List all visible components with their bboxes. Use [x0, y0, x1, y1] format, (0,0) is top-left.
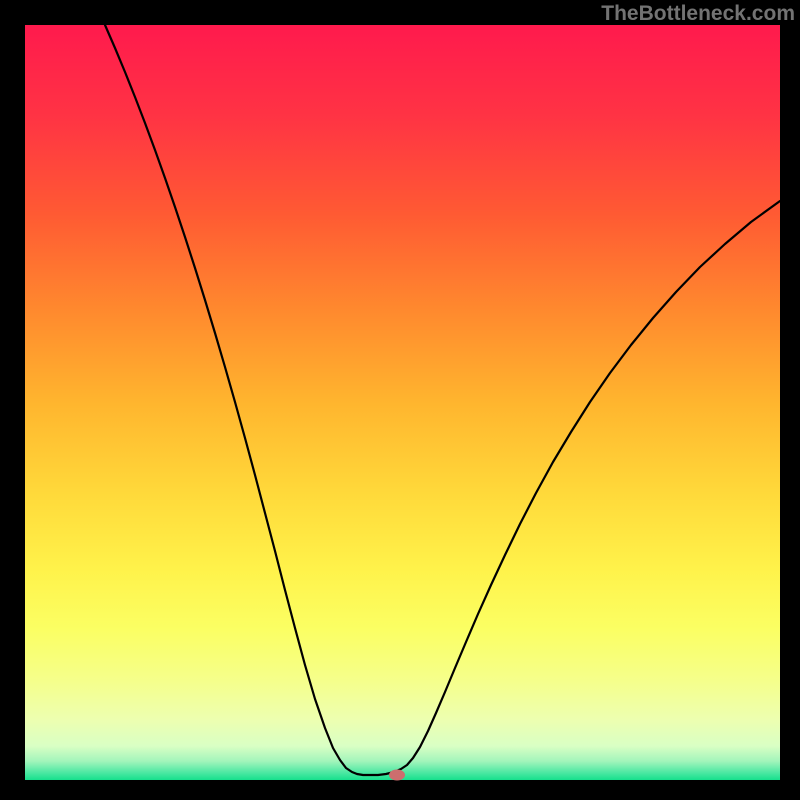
chart-container: TheBottleneck.com — [0, 0, 800, 800]
bottleneck-curve — [0, 0, 800, 800]
curve-path — [105, 25, 780, 775]
minimum-marker — [389, 770, 405, 781]
watermark-text: TheBottleneck.com — [601, 2, 795, 26]
